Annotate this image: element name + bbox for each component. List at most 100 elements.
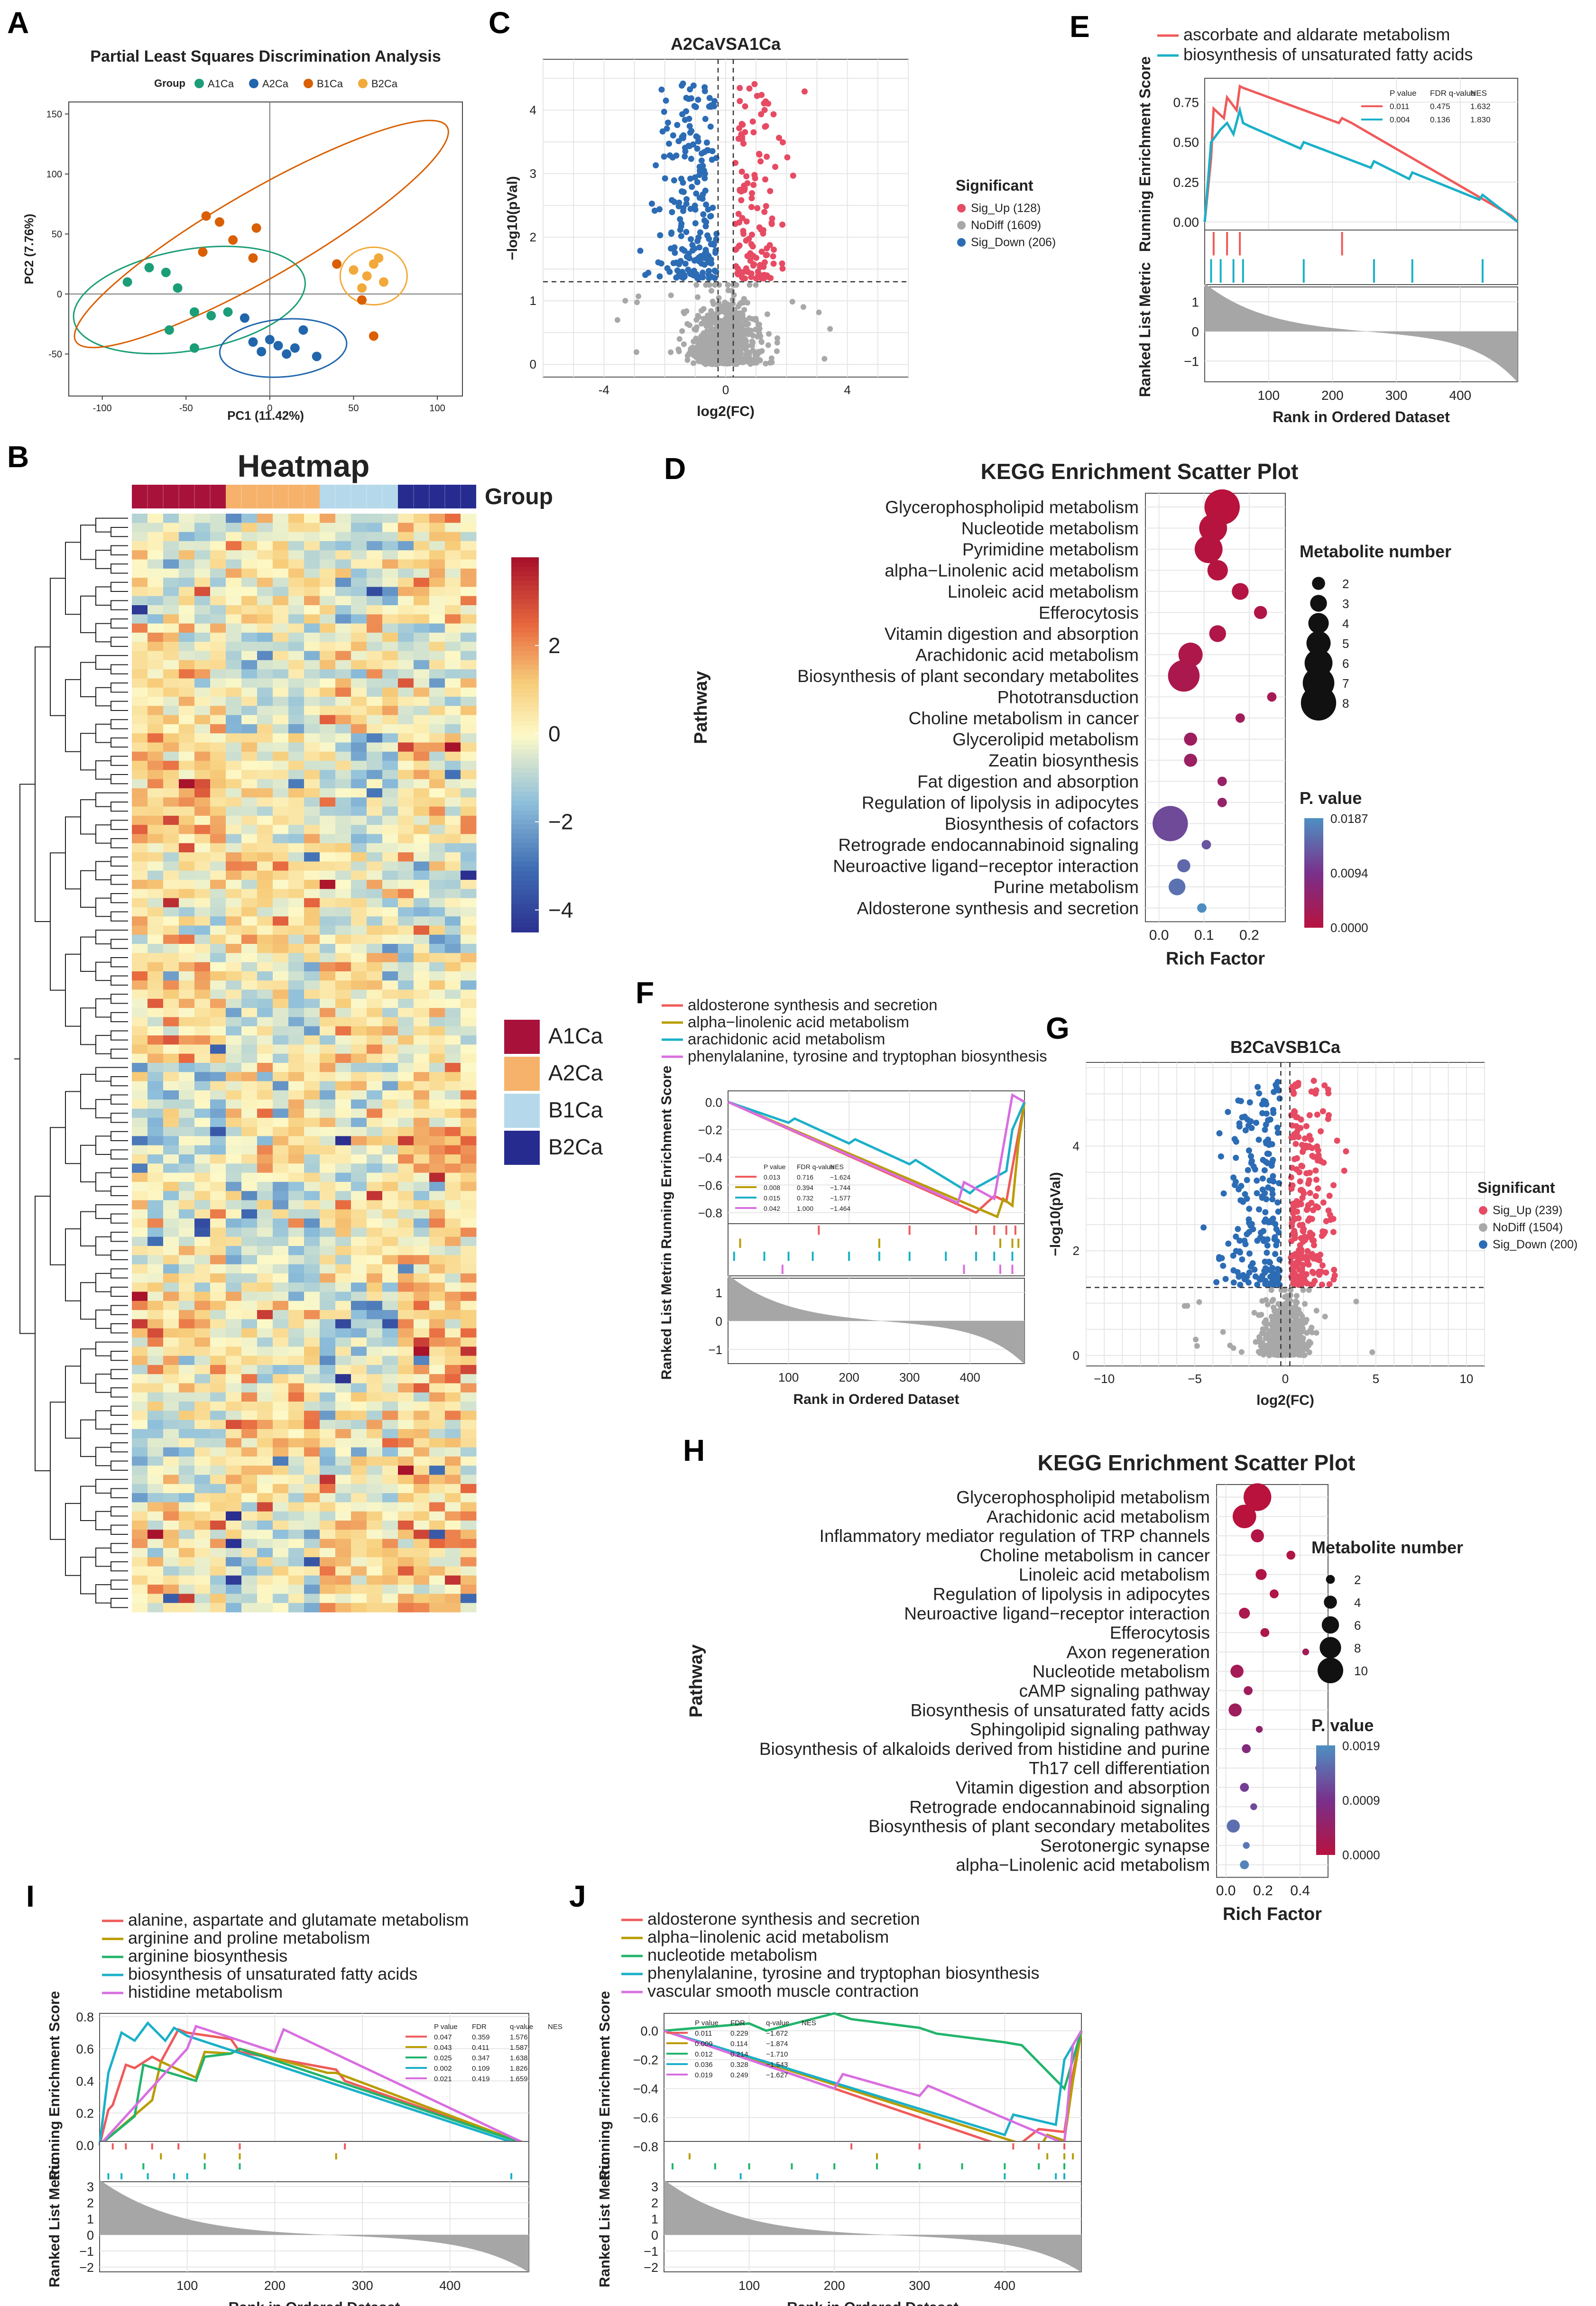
point-sig-down xyxy=(689,184,695,190)
heatmap-cell xyxy=(257,1502,273,1512)
heatmap-cell xyxy=(288,880,304,889)
heatmap-cell xyxy=(461,1347,477,1356)
heatmap-cell xyxy=(414,1456,430,1466)
heatmap-cell xyxy=(210,596,226,606)
point-nodiff xyxy=(747,282,753,288)
heatmap-cell xyxy=(445,1236,461,1246)
heatmap-cell xyxy=(461,779,477,789)
heatmap-cell xyxy=(288,578,304,587)
heatmap-cell xyxy=(367,834,383,844)
heatmap-cell xyxy=(414,1402,430,1411)
heatmap-cell xyxy=(429,1072,445,1082)
colorbar-tick-label: 0 xyxy=(548,721,561,746)
heatmap-cell xyxy=(257,1539,273,1549)
pathway-label: Nucleotide metabolism xyxy=(961,518,1139,538)
heatmap-cell xyxy=(148,1466,164,1475)
heatmap-cell xyxy=(132,825,148,834)
heatmap-cell xyxy=(226,880,242,889)
heatmap-cell xyxy=(445,1374,461,1384)
point-sig-down xyxy=(703,219,710,225)
heatmap-cell xyxy=(288,898,304,908)
heatmap-cell xyxy=(226,1566,242,1576)
heatmap-cell xyxy=(398,1530,414,1540)
heatmap-cell xyxy=(288,1566,304,1576)
heatmap-cell xyxy=(194,697,211,706)
heatmap-cell xyxy=(257,779,273,789)
point-nodiff xyxy=(1288,1287,1294,1293)
heatmap-cell xyxy=(226,1209,242,1219)
heatmap-cell xyxy=(288,632,304,642)
heatmap-cell xyxy=(320,1594,336,1604)
heatmap-cell xyxy=(429,1246,445,1255)
heatmap-cell xyxy=(351,1200,367,1210)
colorbar-segment xyxy=(511,576,539,581)
heatmap-cell xyxy=(429,880,445,889)
point-sig-down xyxy=(696,194,703,201)
heatmap-cell xyxy=(367,1475,383,1485)
pathway-bubble xyxy=(1235,713,1245,723)
heatmap-cell xyxy=(194,989,211,999)
point-nodiff xyxy=(701,345,707,351)
heatmap-cell xyxy=(445,605,461,615)
point-nodiff xyxy=(700,331,706,337)
point-nodiff xyxy=(1282,1287,1288,1293)
heatmap-cell xyxy=(210,1291,226,1301)
stats-cell: 0.136 xyxy=(1430,115,1450,124)
heatmap-cell xyxy=(288,1227,304,1237)
colorbar-segment xyxy=(511,670,539,675)
point-nodiff xyxy=(716,359,722,365)
heatmap-cell xyxy=(445,568,461,578)
heatmap-cell xyxy=(414,605,430,615)
heatmap-cell xyxy=(210,1530,226,1540)
stats-cell: 0.015 xyxy=(764,1194,780,1202)
heatmap-cell xyxy=(382,578,398,587)
heatmap-cell xyxy=(304,1090,320,1100)
point-sig-down xyxy=(648,200,655,207)
point-sig-down xyxy=(683,196,690,203)
heatmap-cell xyxy=(288,687,304,697)
heatmap-cell xyxy=(132,934,148,944)
heatmap-cell xyxy=(257,1566,273,1576)
heatmap-cell xyxy=(335,880,351,889)
heatmap-cell xyxy=(367,1310,383,1319)
heatmap-cell xyxy=(194,1420,211,1430)
heatmap-cell xyxy=(429,815,445,825)
heatmap-cell xyxy=(257,788,273,798)
heatmap-cell xyxy=(429,1273,445,1283)
heatmap-cell xyxy=(226,651,242,661)
heatmap-cell xyxy=(132,1181,148,1191)
heatmap-cell xyxy=(241,1475,258,1485)
heatmap-cell xyxy=(241,724,258,734)
heatmap-cell xyxy=(429,706,445,716)
heatmap-cell xyxy=(398,889,414,899)
x-tick-label: 400 xyxy=(960,1370,980,1384)
heatmap-cell xyxy=(398,1301,414,1310)
heatmap-cell xyxy=(320,815,336,825)
heatmap-cell xyxy=(445,1136,461,1146)
heatmap-cell xyxy=(320,687,336,697)
heatmap-cell xyxy=(132,596,148,606)
point-sig-up xyxy=(762,176,768,183)
heatmap-cell xyxy=(288,1511,304,1521)
heatmap-cell xyxy=(241,1392,258,1402)
heatmap-cell xyxy=(132,1053,148,1063)
heatmap-cell xyxy=(382,953,398,963)
heatmap-cell xyxy=(398,998,414,1008)
heatmap-cell xyxy=(241,1356,258,1365)
heatmap-cell xyxy=(382,1594,398,1604)
heatmap-cell xyxy=(257,1511,273,1521)
heatmap-cell xyxy=(414,1145,430,1155)
heatmap-cell xyxy=(163,1127,179,1136)
heatmap-cell xyxy=(367,532,383,542)
heatmap-cell xyxy=(241,843,258,853)
heatmap-cell xyxy=(179,934,195,944)
heatmap-cell xyxy=(210,907,226,917)
heatmap-cell xyxy=(273,998,289,1008)
heatmap-cell xyxy=(194,1438,211,1448)
heatmap-cell xyxy=(179,971,195,981)
heatmap-cell xyxy=(461,880,477,889)
heatmap-cell xyxy=(382,1035,398,1045)
heatmap-cell xyxy=(132,1081,148,1091)
point-sig-down xyxy=(656,206,663,212)
heatmap-cell xyxy=(273,1246,289,1255)
